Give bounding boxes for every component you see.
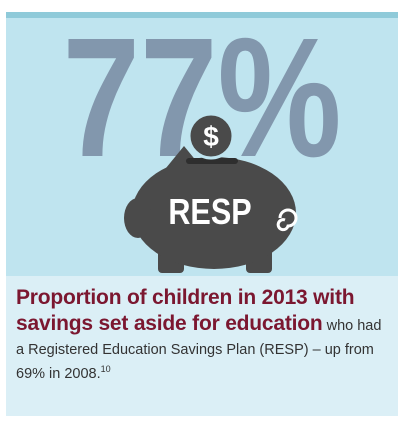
illustration: 77% $ RESP [63, 2, 341, 273]
footnote-ref: 10 [100, 364, 111, 375]
caption-body: who had a Registered Education Savings P… [16, 318, 382, 382]
stat-panel: 77% $ RESP [6, 2, 398, 276]
caption-panel: Proportion of children in 2013 with savi… [6, 276, 398, 416]
coin-symbol: $ [203, 121, 219, 152]
caption-highlight: Proportion of children in 2013 with savi… [16, 286, 355, 335]
caption: Proportion of children in 2013 with savi… [16, 286, 388, 386]
icon-label: RESP [168, 193, 251, 233]
piggy-bank: $ RESP [124, 112, 298, 273]
